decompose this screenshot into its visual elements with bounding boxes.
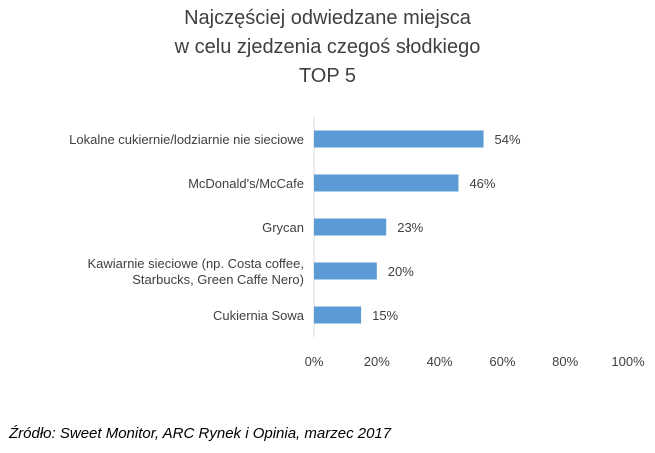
chart-title-line-1: Najczęściej odwiedzane miejsca: [184, 7, 471, 29]
data-label: 15%: [372, 308, 398, 323]
chart-title: Najczęściej odwiedzane miejsca w celu zj…: [0, 4, 655, 91]
category-label: Kawiarnie sieciowe (np. Costa coffee, Sta…: [87, 256, 304, 287]
bar: [314, 174, 459, 192]
category-label: Lokalne cukiernie/lodziarnie nie sieciow…: [69, 132, 304, 147]
bar: [314, 262, 377, 280]
x-tick-label: 60%: [489, 354, 515, 369]
category-label-line: Lokalne cukiernie/lodziarnie nie sieciow…: [69, 132, 304, 147]
chart-title-line-3: TOP 5: [298, 65, 357, 87]
data-label: 46%: [469, 176, 495, 191]
source-note: Źródło: Sweet Monitor, ARC Rynek i Opini…: [9, 425, 392, 442]
category-label-line: Starbucks, Green Caffe Nero): [132, 272, 304, 287]
x-tick-label: 100%: [611, 354, 645, 369]
category-label-line: Grycan: [262, 220, 304, 235]
x-tick-label: 40%: [427, 354, 453, 369]
data-label: 20%: [388, 264, 414, 279]
x-tick-label: 0%: [305, 354, 324, 369]
bar: [314, 306, 362, 324]
category-label: Grycan: [262, 220, 304, 235]
data-label: 54%: [495, 132, 521, 147]
data-label: 23%: [397, 220, 423, 235]
bar: [314, 130, 484, 148]
chart-title-line-2: w celu zjedzenia czegoś słodkiego: [174, 36, 481, 58]
x-tick-label: 20%: [364, 354, 390, 369]
category-label-line: Cukiernia Sowa: [213, 308, 305, 323]
category-label: Cukiernia Sowa: [213, 308, 305, 323]
category-label-line: Kawiarnie sieciowe (np. Costa coffee,: [87, 256, 304, 271]
category-label: McDonald's/McCafe: [188, 176, 304, 191]
x-tick-label: 80%: [552, 354, 578, 369]
category-label-line: McDonald's/McCafe: [188, 176, 304, 191]
bar: [314, 218, 387, 236]
